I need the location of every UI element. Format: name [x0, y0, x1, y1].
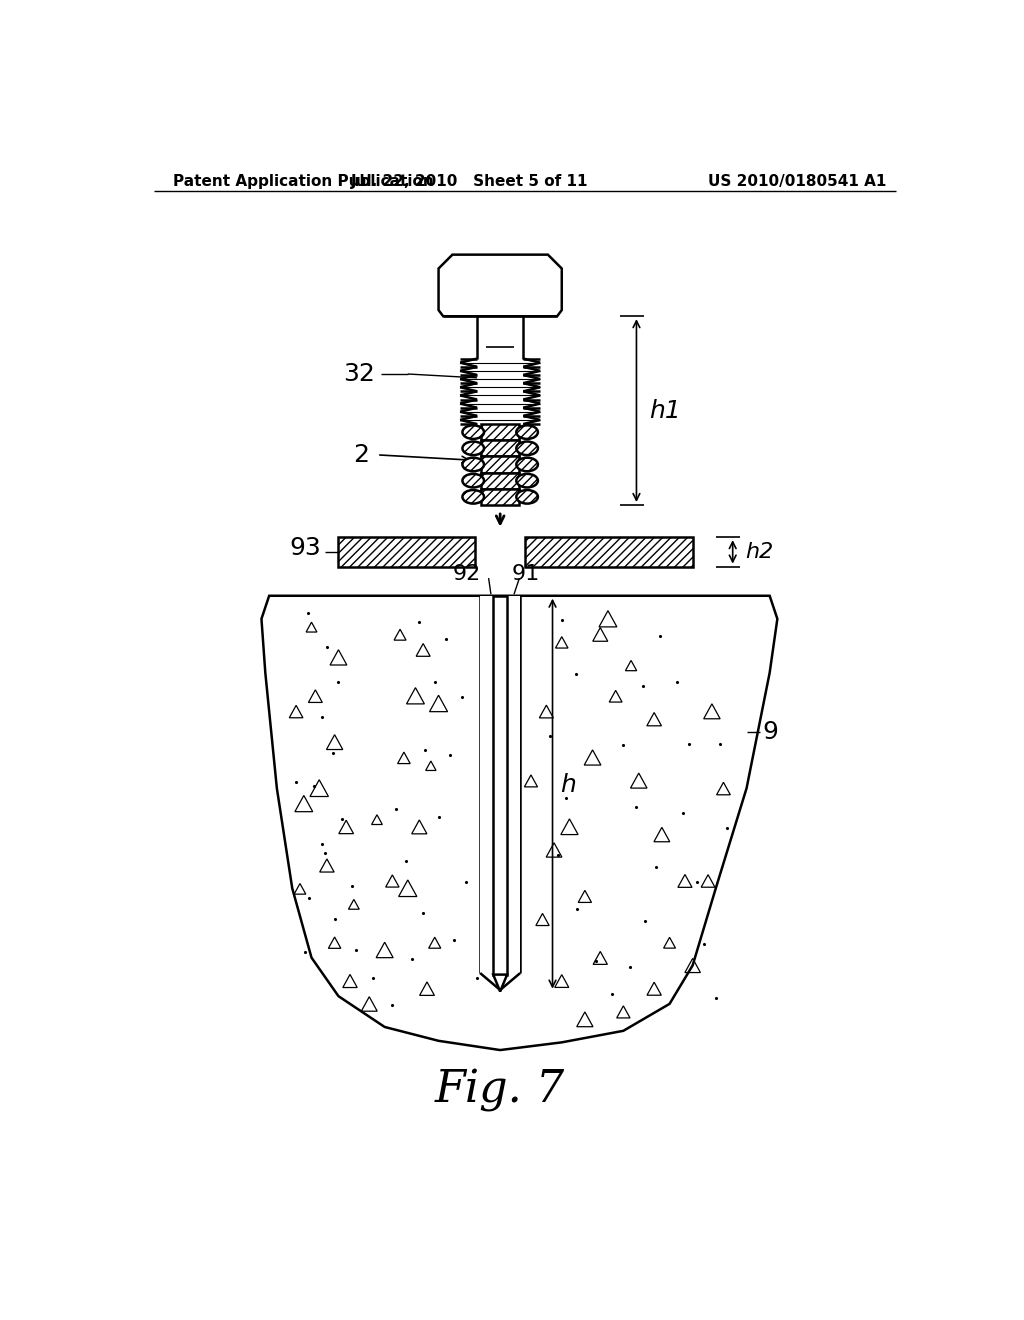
Ellipse shape — [463, 490, 484, 504]
Bar — [481, 441, 519, 457]
Text: 93: 93 — [289, 536, 321, 560]
Text: 9: 9 — [762, 719, 778, 744]
Text: 2: 2 — [353, 442, 370, 467]
Bar — [494, 595, 507, 974]
Text: Fig. 7: Fig. 7 — [435, 1068, 565, 1111]
Text: 32: 32 — [343, 362, 376, 385]
Ellipse shape — [516, 441, 538, 455]
Ellipse shape — [516, 425, 538, 440]
Ellipse shape — [516, 458, 538, 471]
Text: Jul. 22, 2010   Sheet 5 of 11: Jul. 22, 2010 Sheet 5 of 11 — [350, 174, 588, 189]
Bar — [339, 537, 475, 566]
Bar — [481, 441, 519, 457]
Bar — [481, 488, 519, 506]
Text: h1: h1 — [649, 399, 681, 422]
Text: h: h — [560, 774, 577, 797]
Ellipse shape — [516, 474, 538, 487]
Bar — [481, 488, 519, 506]
Ellipse shape — [463, 441, 484, 455]
Bar — [481, 457, 519, 473]
Bar — [481, 424, 519, 441]
Bar — [525, 537, 692, 566]
Ellipse shape — [463, 425, 484, 440]
Polygon shape — [261, 595, 777, 1051]
Bar — [481, 457, 519, 473]
Bar — [480, 595, 520, 973]
Polygon shape — [494, 974, 507, 991]
Text: 91: 91 — [512, 564, 540, 585]
Ellipse shape — [516, 490, 538, 504]
Bar — [525, 537, 692, 566]
Text: US 2010/0180541 A1: US 2010/0180541 A1 — [708, 174, 887, 189]
Ellipse shape — [463, 474, 484, 487]
Bar — [481, 424, 519, 441]
Bar — [481, 473, 519, 488]
Text: h2: h2 — [745, 543, 773, 562]
Text: 92: 92 — [453, 564, 481, 585]
Bar — [339, 537, 475, 566]
Text: Patent Application Publication: Patent Application Publication — [173, 174, 433, 189]
Ellipse shape — [463, 458, 484, 471]
Polygon shape — [438, 255, 562, 317]
Bar — [481, 473, 519, 488]
